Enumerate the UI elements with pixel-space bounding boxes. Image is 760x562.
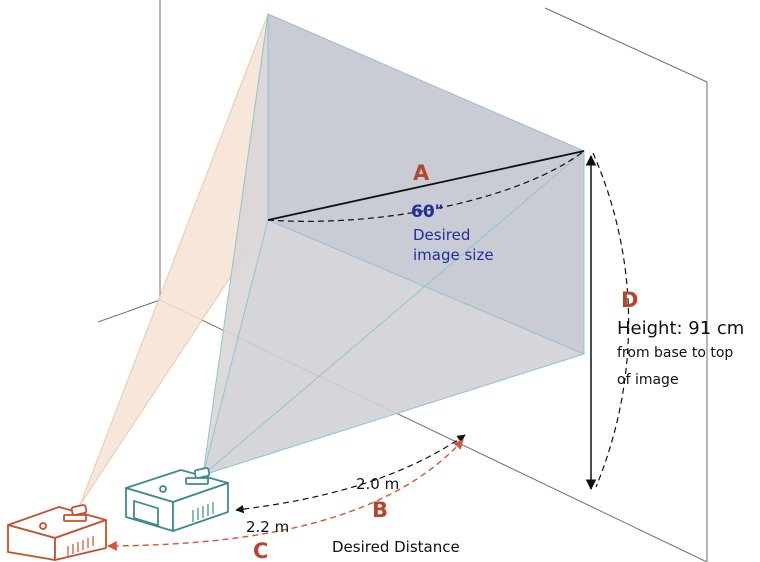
height-dimension-arc [592,152,630,488]
right-wall-top [544,7,708,83]
height-caption-line1: from base to top [617,345,733,361]
beam-to-top-right [202,150,585,476]
height-title: Height: 91 cm [617,318,744,339]
far-distance-label: 2.2 m [246,518,289,536]
label-c: C [253,539,268,562]
diagonal-caption-line1: Desired [413,226,470,244]
near-projector-icon [125,467,229,532]
projected-screen [202,13,585,476]
diagonal-line [267,150,585,221]
beam-to-top-left [202,13,269,476]
distance-caption: Desired Distance [332,538,460,556]
screen-rectangle [268,14,584,354]
label-a: A [413,161,430,185]
diagonal-value: 60" [411,202,444,222]
label-b: B [372,498,388,522]
floor-line-left [97,299,161,323]
diagonal-caption-line2: image size [413,246,494,264]
far-projector-icon [7,504,107,561]
far-distance-arc [107,439,464,551]
diagonal-dimension-arc [267,150,585,222]
beam-to-bottom-left [202,219,269,476]
label-d: D [621,288,638,312]
near-distance-label: 2.0 m [356,475,399,493]
height-caption-line2: of image [617,372,679,388]
screen-bottom-face [203,220,584,475]
